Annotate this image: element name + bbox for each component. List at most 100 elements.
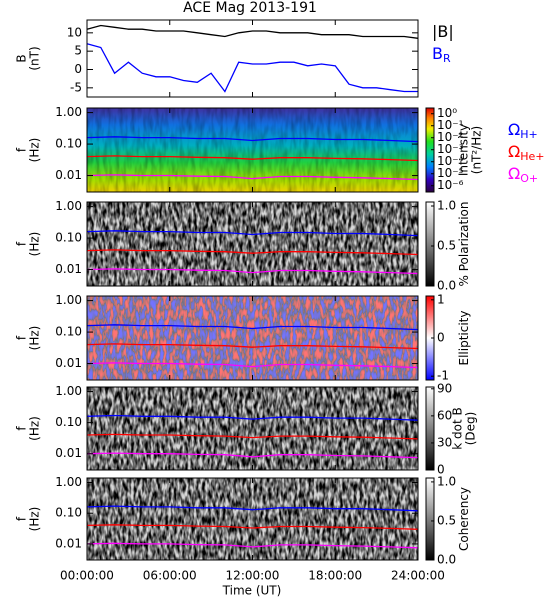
cyclotron-line bbox=[86, 524, 419, 530]
y-axis-label-line: (Hz) bbox=[27, 232, 41, 257]
y-axis-label: f(Hz) bbox=[14, 138, 41, 163]
spectrogram-texture bbox=[87, 202, 418, 286]
y-axis-label-line: f bbox=[14, 147, 28, 152]
colorbar-tick-label: 0.0 bbox=[437, 279, 456, 293]
colorbar-tick-label: 1 bbox=[437, 292, 445, 306]
x-tick-label: 18:00:00 bbox=[308, 569, 362, 583]
y-tick-label: 0.01 bbox=[55, 356, 82, 370]
legend-name: |B| bbox=[432, 22, 454, 41]
colorbar-tick-label: 1.0 bbox=[437, 474, 456, 488]
legend-entry: |B| bbox=[432, 22, 454, 41]
cyclotron-line bbox=[86, 249, 419, 256]
colorbar-tick-label: 10⁻⁶ bbox=[437, 178, 464, 192]
y-tick-label: 0.10 bbox=[55, 231, 82, 245]
colorbar-label: k dot B(Deg) bbox=[450, 407, 477, 449]
y-tick-label: 1.00 bbox=[55, 199, 82, 213]
colorbar-tick-label: 10⁻² bbox=[437, 130, 464, 144]
y-axis-label-line: (Hz) bbox=[27, 138, 41, 163]
colorbar-tick-label: 0.0 bbox=[437, 553, 456, 567]
colorbar-tick-label: 10⁻¹ bbox=[437, 118, 464, 132]
legend-subscript: He+ bbox=[520, 150, 544, 163]
y-axis-label-line: (Hz) bbox=[27, 507, 41, 532]
cyclotron-line bbox=[86, 542, 419, 549]
colorbar bbox=[425, 477, 435, 561]
y-axis-label-line: f bbox=[14, 516, 28, 521]
cyclotron-line bbox=[86, 362, 419, 369]
y-axis-label: f(Hz) bbox=[14, 232, 41, 257]
colorbar-tick-label: 0.5 bbox=[437, 239, 456, 253]
colorbar-label: Coherency bbox=[457, 487, 471, 551]
spectrogram-texture bbox=[87, 387, 418, 470]
y-tick-label: 1.00 bbox=[55, 105, 82, 119]
cyclotron-line bbox=[86, 324, 419, 331]
y-tick-label: 10 bbox=[67, 25, 82, 39]
cyclotron-line bbox=[86, 433, 419, 440]
colorbar-tick-label: 90 bbox=[437, 381, 452, 395]
legend-entry: ΩO+ bbox=[508, 164, 538, 186]
y-tick-label: 1.00 bbox=[55, 293, 82, 307]
y-axis-label-line: f bbox=[14, 426, 28, 431]
colorbar-label-line: % Polarization bbox=[457, 202, 471, 287]
colorbar-label-line: (nT²/Hz) bbox=[469, 126, 483, 174]
cyclotron-line bbox=[86, 155, 419, 162]
colorbar-tick-label: -1 bbox=[437, 369, 449, 383]
colorbar-label-line: k dot B bbox=[450, 407, 464, 449]
legend-name: B bbox=[432, 44, 443, 63]
y-tick-label: 0.01 bbox=[55, 168, 82, 182]
colorbar-label: % Polarization bbox=[457, 202, 471, 287]
colorbar-label-line: Coherency bbox=[457, 487, 471, 551]
y-axis-label: f(Hz) bbox=[14, 507, 41, 532]
legend-entry: ΩHe+ bbox=[508, 142, 545, 164]
y-tick-label: -5 bbox=[70, 80, 82, 94]
x-tick-label: 06:00:00 bbox=[143, 569, 197, 583]
y-tick-label: 0.10 bbox=[55, 415, 82, 429]
colorbar-tick-label: 10⁻⁵ bbox=[437, 166, 464, 180]
spectrogram-texture bbox=[87, 108, 418, 192]
y-axis-label-line: f bbox=[14, 241, 28, 246]
legend-subscript: H+ bbox=[520, 128, 538, 141]
colorbar-tick-label: 1.0 bbox=[437, 199, 456, 213]
y-tick-label: 5 bbox=[74, 44, 82, 58]
y-tick-label: 0.01 bbox=[55, 262, 82, 276]
cyclotron-line bbox=[86, 452, 419, 459]
y-tick-label: 0.10 bbox=[55, 137, 82, 151]
y-axis-label-line: B bbox=[14, 54, 28, 62]
colorbar-label: Ellipticity bbox=[457, 311, 471, 366]
panel: 0.0 0.5 1.0% Polarization 1.00 0.10 0.01 f(Hz) bbox=[14, 199, 471, 293]
y-axis-label: f(Hz) bbox=[14, 326, 41, 351]
y-tick-label: 1.00 bbox=[55, 475, 82, 489]
spectrogram-texture bbox=[87, 478, 418, 560]
legend-entry: ΩH+ bbox=[508, 120, 538, 142]
cyclotron-line bbox=[86, 136, 419, 143]
x-tick-label: 24:00:00 bbox=[391, 569, 445, 583]
x-tick-label: 00:00:00 bbox=[60, 569, 114, 583]
x-axis-label: Time (UT) bbox=[222, 584, 282, 598]
y-axis-label-line: f bbox=[14, 335, 28, 340]
series-line bbox=[86, 24, 419, 39]
colorbar-tick-label: 0 bbox=[437, 331, 445, 345]
cyclotron-line bbox=[86, 268, 419, 275]
cyclotron-line bbox=[86, 174, 419, 181]
panel: 0 30 60 90 k dot B(Deg) 1.00 0.10 0.01 f(Hz) bbox=[14, 381, 477, 476]
legend-subscript: O+ bbox=[520, 172, 538, 185]
cyclotron-line bbox=[86, 343, 419, 350]
legend-symbol: Ω bbox=[508, 142, 520, 161]
y-tick-label: 1.00 bbox=[55, 384, 82, 398]
legend-symbol: Ω bbox=[508, 164, 520, 183]
colorbar-tick-label: 0.5 bbox=[437, 513, 456, 527]
colorbar-label-line: (Deg) bbox=[463, 412, 477, 446]
chart-title: ACE Mag 2013-191 bbox=[183, 0, 317, 16]
y-tick-label: 0.01 bbox=[55, 446, 82, 460]
cyclotron-line bbox=[86, 230, 419, 237]
colorbar-tick-label: 10⁰ bbox=[437, 106, 457, 120]
colorbar bbox=[425, 386, 435, 471]
colorbar-label-line: Ellipticity bbox=[457, 311, 471, 366]
x-tick-label: 12:00:00 bbox=[226, 569, 280, 583]
series-line bbox=[86, 43, 418, 93]
legend-entry: BR bbox=[432, 44, 451, 66]
colorbar-tick-label: 10⁻³ bbox=[437, 142, 464, 156]
